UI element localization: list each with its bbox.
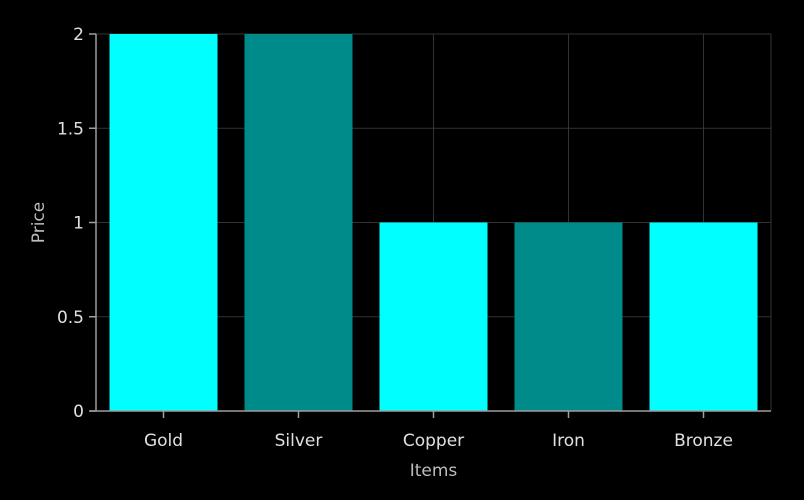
y-tick-label: 0	[73, 402, 84, 422]
x-tick-label: Copper	[403, 431, 464, 451]
y-tick-label: 1	[73, 214, 84, 234]
x-tick-label: Silver	[275, 431, 323, 451]
bar-silver	[244, 34, 353, 411]
x-tick-label: Bronze	[674, 431, 733, 451]
y-tick-label: 2	[73, 25, 84, 45]
bar-iron	[514, 222, 623, 411]
bar-copper	[379, 222, 488, 411]
y-tick-labels: 0 0.5 1 1.5 2	[57, 25, 84, 422]
bars	[109, 34, 758, 411]
x-tick-label: Iron	[552, 431, 585, 451]
bar-bronze	[649, 222, 758, 411]
y-axis-title: Price	[29, 202, 49, 243]
x-tick-label: Gold	[144, 431, 183, 451]
y-tick-label: 1.5	[57, 119, 84, 139]
x-axis-title: Items	[410, 461, 458, 481]
axes	[89, 33, 771, 418]
y-tick-label: 0.5	[57, 308, 84, 328]
x-tick-labels: Gold Silver Copper Iron Bronze	[144, 431, 733, 451]
bar-gold	[109, 34, 218, 411]
